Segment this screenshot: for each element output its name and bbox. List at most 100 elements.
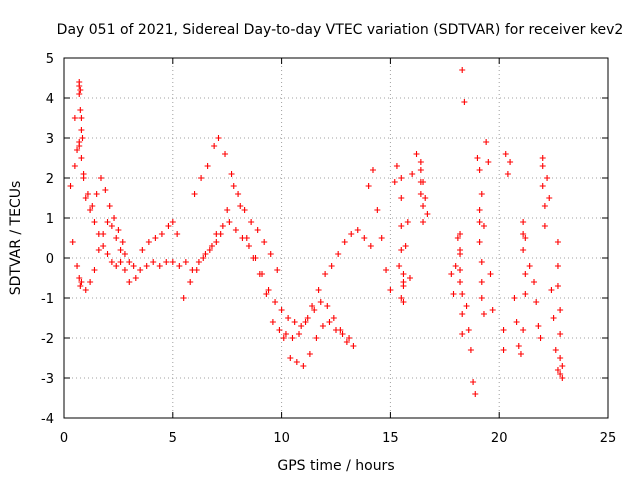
data-point <box>195 259 202 265</box>
data-point <box>102 187 109 193</box>
data-point <box>100 243 107 249</box>
data-point <box>552 347 559 353</box>
data-point <box>113 263 120 269</box>
data-point <box>74 147 81 153</box>
data-point <box>84 191 91 197</box>
data-point <box>457 231 464 237</box>
data-point <box>478 279 485 285</box>
data-point <box>319 323 326 329</box>
data-point <box>126 279 133 285</box>
data-point <box>413 151 420 157</box>
data-point <box>539 155 546 161</box>
data-point <box>539 183 546 189</box>
data-point <box>483 139 490 145</box>
data-point <box>339 331 346 337</box>
data-point <box>507 159 514 165</box>
data-point <box>100 231 107 237</box>
x-tick-label: 15 <box>382 431 399 446</box>
data-point <box>400 283 407 289</box>
data-point <box>520 219 527 225</box>
data-point <box>69 239 76 245</box>
data-point <box>89 203 96 209</box>
data-point <box>328 263 335 269</box>
data-point <box>541 203 548 209</box>
data-point <box>476 167 483 173</box>
data-point <box>476 239 483 245</box>
data-point <box>315 287 322 293</box>
series-scattered-late <box>365 67 564 397</box>
data-point <box>422 195 429 201</box>
data-point <box>309 303 316 309</box>
data-point <box>77 87 84 93</box>
data-point <box>193 267 200 273</box>
x-tick-label: 5 <box>169 431 177 446</box>
data-point <box>121 267 128 273</box>
data-point <box>104 251 111 257</box>
data-point <box>489 307 496 313</box>
data-point <box>298 323 305 329</box>
data-point <box>417 159 424 165</box>
data-point <box>520 327 527 333</box>
data-point <box>326 319 333 325</box>
data-point <box>546 195 553 201</box>
data-point <box>557 331 564 337</box>
data-point <box>478 295 485 301</box>
data-point <box>306 351 313 357</box>
y-tick-label: 1 <box>46 212 54 227</box>
data-point <box>287 355 294 361</box>
data-point <box>241 207 248 213</box>
data-point <box>95 247 102 253</box>
data-point <box>76 91 83 97</box>
data-point <box>137 267 144 273</box>
data-point <box>517 351 524 357</box>
data-point <box>354 227 361 233</box>
data-point <box>526 263 533 269</box>
data-point <box>261 239 268 245</box>
data-point <box>139 247 146 253</box>
data-point <box>282 331 289 337</box>
data-point <box>87 279 94 285</box>
data-point <box>302 319 309 325</box>
data-point <box>341 239 348 245</box>
data-point <box>230 183 237 189</box>
data-point <box>296 331 303 337</box>
data-point <box>126 259 133 265</box>
data-point <box>285 315 292 321</box>
data-point <box>226 219 233 225</box>
data-point <box>463 303 470 309</box>
data-point <box>87 207 94 213</box>
data-point <box>113 235 120 241</box>
data-point <box>71 163 78 169</box>
data-point <box>235 191 242 197</box>
data-point <box>533 299 540 305</box>
data-point <box>76 83 83 89</box>
data-point <box>369 167 376 173</box>
data-point <box>219 223 226 229</box>
data-point <box>311 307 318 313</box>
data-point <box>291 319 298 325</box>
y-tick-label: -1 <box>41 292 54 307</box>
data-point <box>465 327 472 333</box>
data-point <box>150 259 157 265</box>
data-point <box>269 319 276 325</box>
data-point <box>143 263 150 269</box>
data-point <box>548 287 555 293</box>
data-point <box>169 219 176 225</box>
data-point <box>243 235 250 241</box>
data-point <box>106 203 113 209</box>
data-point <box>206 247 213 253</box>
data-point <box>104 219 111 225</box>
data-point <box>511 295 518 301</box>
data-point <box>348 231 355 237</box>
data-point <box>522 271 529 277</box>
data-point <box>156 263 163 269</box>
data-point <box>350 343 357 349</box>
data-point <box>208 243 215 249</box>
data-point <box>93 191 100 197</box>
data-point <box>539 163 546 169</box>
data-point <box>557 371 564 377</box>
series-tall-spike <box>76 79 86 289</box>
data-point <box>522 291 529 297</box>
data-point <box>457 247 464 253</box>
